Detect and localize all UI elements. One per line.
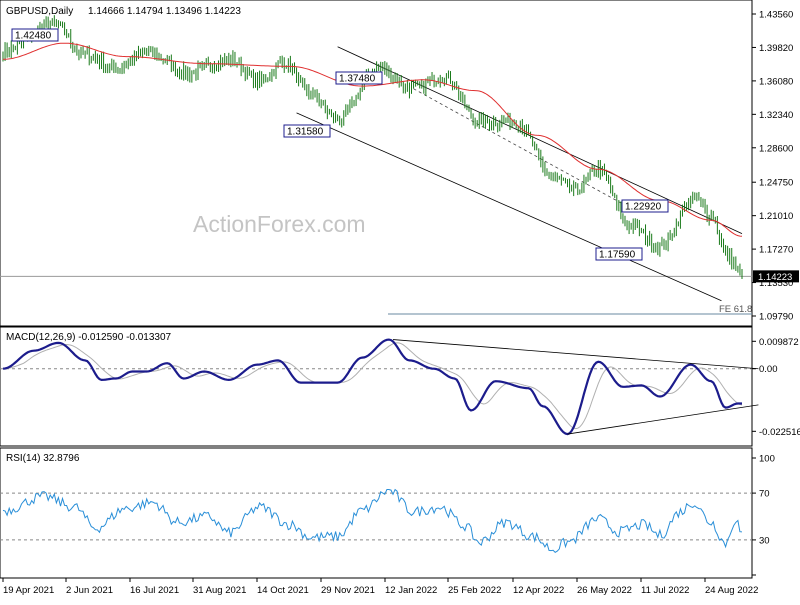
macd-main-line: [2, 338, 742, 436]
time-tick-label: 12 Apr 2022: [513, 585, 564, 596]
price-annotation-box: [335, 71, 383, 85]
price-axis: 1.43560 1.39820 1.36080 1.32340 1.28600 1.247…: [752, 10, 793, 323]
price-pane-frame: [0, 0, 753, 327]
channel-upper-line: [337, 46, 743, 234]
price-tick-label: 1.28600: [759, 143, 793, 154]
price-tick-label: 1.43560: [759, 10, 793, 21]
channel-lower-line: [296, 112, 722, 302]
time-tick-label: 25 Feb 2022: [448, 585, 501, 596]
price-annotation-label: 1.37480: [339, 74, 376, 85]
price-annotation: 1.37480: [335, 71, 383, 85]
price-tick-label: 1.39820: [759, 43, 793, 54]
last-price-label: 1.14223: [758, 272, 792, 283]
price-tick-label: 1.13530: [759, 278, 793, 289]
price-annotation-box: [595, 247, 643, 261]
price-pane: ActionForex.com 1.43560 1.39820 1.36080 1.3…: [0, 0, 799, 327]
price-tick-label: 1.09790: [759, 312, 793, 323]
ema-line: [2, 42, 743, 237]
time-tick-label: 16 Jul 2021: [130, 585, 179, 596]
time-tick-label: 11 Jul 2022: [641, 585, 689, 596]
price-annotation-box: [283, 124, 331, 138]
ohlc-label: 1.14666 1.14794 1.13496 1.14223: [88, 6, 241, 17]
price-tick-label: 1.32340: [759, 110, 793, 121]
time-tick-label: 31 Aug 2021: [193, 585, 246, 596]
rsi-title: RSI(14) 32.8796: [6, 453, 80, 464]
time-tick-label: 29 Nov 2021: [321, 585, 375, 596]
time-tick-label: 26 May 2022: [577, 585, 632, 596]
macd-trendlines: [392, 339, 759, 435]
macd-pane: 0.009872 0.00 -0.022516 MACD(12,26,9) -0.0…: [0, 326, 800, 447]
price-annotation: 1.42480: [11, 28, 59, 42]
rsi-pane-frame: [0, 447, 753, 579]
price-tick-label: 1.21010: [759, 211, 793, 222]
macd-title: MACD(12,26,9) -0.012590 -0.013307: [6, 332, 172, 343]
watermark: ActionForex.com: [193, 211, 366, 237]
price-candles: [2, 15, 743, 279]
price-annotation: 1.31580: [283, 124, 331, 138]
time-tick-label: 19 Apr 2021: [3, 585, 54, 596]
rsi-tick-label: 30: [759, 535, 770, 546]
macd-trendline: [567, 404, 759, 435]
time-tick-label: 24 Aug 2022: [705, 585, 758, 596]
rsi-tick-label: 100: [759, 454, 775, 465]
price-annotation-box: [621, 199, 669, 213]
price-annotation: 1.22920: [621, 199, 669, 213]
price-tick-label: 1.36080: [759, 76, 793, 87]
dashed-trendline: [413, 88, 640, 214]
rsi-axis: 100 70 30: [0, 454, 775, 576]
macd-tick-label: 0.009872: [759, 337, 799, 348]
price-annotation-label: 1.31580: [287, 127, 324, 138]
last-price-box: [753, 270, 799, 283]
symbol-label: GBPUSD,Daily: [6, 6, 73, 17]
price-annotation: 1.17590: [595, 247, 643, 261]
price-channel: [296, 46, 743, 302]
macd-signal-line: [2, 342, 743, 430]
rsi-lines: [2, 488, 743, 554]
time-axis: 19 Apr 2021 2 Jun 2021 16 Jul 2021 31 Aug 2…: [0, 577, 758, 596]
time-tick-label: 2 Jun 2021: [66, 585, 113, 596]
price-annotation-label: 1.42480: [15, 31, 52, 42]
price-tick-label: 1.24750: [759, 178, 793, 189]
price-annotation-box: [11, 28, 59, 42]
rsi-line: [2, 488, 743, 554]
macd-trendline: [392, 339, 759, 370]
fe-label: FE 61.8: [719, 304, 752, 315]
moving-average: [2, 42, 743, 237]
rsi-tick-label: 70: [759, 489, 770, 500]
rsi-pane: 100 70 30 RSI(14) 32.8796: [0, 447, 775, 579]
price-tick-label: 1.17270: [759, 245, 793, 256]
macd-tick-label: -0.022516: [759, 427, 800, 438]
last-price-line: 1.14223: [0, 270, 799, 283]
time-tick-label: 12 Jan 2022: [385, 585, 437, 596]
price-annotation-label: 1.22920: [625, 202, 662, 213]
macd-tick-label: 0.00: [759, 364, 778, 375]
price-annotations: 1.42480 1.37480 1.31580 1.22920 1.17590: [11, 28, 669, 261]
time-tick-label: 14 Oct 2021: [257, 585, 309, 596]
fe-level: FE 61.8: [388, 304, 752, 315]
price-annotation-label: 1.17590: [599, 250, 636, 261]
macd-lines: [2, 338, 743, 436]
